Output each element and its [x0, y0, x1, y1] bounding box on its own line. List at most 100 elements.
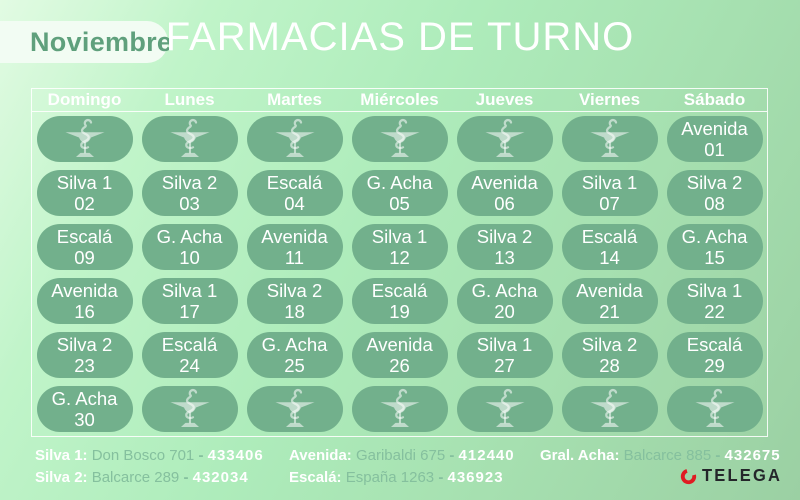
calendar-cell [242, 382, 347, 436]
hygieia-cup-icon [275, 388, 314, 427]
calendar-cell: Silva 1 27 [452, 328, 557, 382]
calendar-cell: Escalá 19 [347, 274, 452, 328]
pharmacy-label: Avenida: [289, 447, 352, 464]
calendar-cell: Silva 1 12 [347, 220, 452, 274]
pharmacy-name: Escalá [56, 226, 113, 247]
duty-pill: Silva 1 27 [456, 332, 553, 378]
empty-pill [141, 386, 238, 432]
duty-pill: Silva 2 03 [141, 170, 238, 216]
empty-pill [666, 386, 763, 432]
pharmacy-name: Silva 2 [686, 172, 743, 193]
day-number: 09 [74, 247, 95, 268]
day-header-row: Domingo Lunes Martes Miércoles Jueves Viernes… [32, 89, 767, 112]
hygieia-cup-icon [380, 118, 419, 157]
telega-icon [680, 469, 697, 485]
pharmacy-name: Avenida [366, 334, 433, 355]
duty-pill: G. Acha 05 [351, 170, 448, 216]
duty-pill: G. Acha 20 [456, 278, 553, 324]
day-number: 04 [284, 193, 305, 214]
empty-pill [351, 386, 448, 432]
day-header: Miércoles [360, 90, 439, 109]
calendar-cell: Silva 2 08 [662, 166, 767, 220]
calendar-cell: G. Acha 10 [137, 220, 242, 274]
duty-pill: Silva 1 17 [141, 278, 238, 324]
duty-pill: Silva 1 22 [666, 278, 763, 324]
pharmacy-name: Silva 1 [581, 172, 638, 193]
pharmacy-name: Escalá [161, 334, 218, 355]
empty-pill [246, 386, 343, 432]
pharmacy-name: Avenida [51, 280, 118, 301]
day-number: 19 [389, 301, 410, 322]
hygieia-cup-icon [695, 388, 734, 427]
calendar-weeks: Avenida 01 Silva 1 02 Silva 2 03 Escalá 04 G. Ac… [32, 112, 767, 436]
calendar-cell: Escalá 09 [32, 220, 137, 274]
empty-pill [351, 116, 448, 162]
duty-pill: Silva 2 28 [561, 332, 658, 378]
pharmacy-phone: 432034 [192, 469, 249, 486]
calendar-cell [347, 382, 452, 436]
pharmacy-name: Escalá [266, 172, 323, 193]
pharmacy-name: Silva 2 [266, 280, 323, 301]
pharmacy-name: Silva 1 [161, 280, 218, 301]
pharmacy-name: G. Acha [366, 172, 433, 193]
duty-pill: G. Acha 25 [246, 332, 343, 378]
pharmacy-address: España 1263 [345, 469, 435, 486]
pharmacy-address: Balcarce 289 [91, 469, 180, 486]
calendar-cell [347, 112, 452, 166]
separator-dash: - [198, 447, 204, 464]
day-header: Viernes [578, 90, 641, 109]
day-number: 18 [284, 301, 305, 322]
pharmacy-name: G. Acha [261, 334, 328, 355]
pharmacy-name: Silva 2 [581, 334, 638, 355]
pharmacy-name: Silva 2 [476, 226, 533, 247]
pharmacy-name: Silva 1 [686, 280, 743, 301]
day-number: 05 [389, 193, 410, 214]
pharmacy-name: Silva 2 [161, 172, 218, 193]
duty-pill: Avenida 21 [561, 278, 658, 324]
calendar-cell: G. Acha 05 [347, 166, 452, 220]
calendar-cell [137, 382, 242, 436]
directory-entry: Escalá: España 1263 - 436923 [289, 469, 504, 486]
day-number: 27 [494, 355, 515, 376]
calendar-cell: Silva 2 03 [137, 166, 242, 220]
empty-pill [141, 116, 238, 162]
month-label: Noviembre [30, 26, 173, 57]
day-number: 14 [599, 247, 620, 268]
calendar-cell: Silva 2 28 [557, 328, 662, 382]
month-badge: Noviembre [0, 21, 172, 63]
calendar-grid: Domingo Lunes Martes Miércoles Jueves Viernes… [31, 88, 768, 437]
empty-pill [246, 116, 343, 162]
separator-dash: - [438, 469, 444, 486]
day-number: 20 [494, 301, 515, 322]
hygieia-cup-icon [170, 388, 209, 427]
calendar-cell: Silva 2 18 [242, 274, 347, 328]
calendar-cell [137, 112, 242, 166]
calendar-cell: G. Acha 25 [242, 328, 347, 382]
day-header: Martes [267, 90, 322, 109]
calendar-cell: Silva 1 07 [557, 166, 662, 220]
pharmacy-name: Escalá [581, 226, 638, 247]
calendar-cell: Avenida 26 [347, 328, 452, 382]
day-number: 28 [599, 355, 620, 376]
day-header: Sábado [683, 90, 746, 109]
calendar-cell [242, 112, 347, 166]
pharmacy-name: Avenida [471, 172, 538, 193]
calendar-cell: Avenida 01 [662, 112, 767, 166]
duty-pill: G. Acha 15 [666, 224, 763, 270]
day-number: 13 [494, 247, 515, 268]
pharmacy-label: Silva 1: [35, 447, 88, 464]
pharmacy-name: G. Acha [471, 280, 538, 301]
empty-pill [561, 386, 658, 432]
day-header: Domingo [47, 90, 122, 109]
day-number: 06 [494, 193, 515, 214]
hygieia-cup-icon [380, 388, 419, 427]
empty-pill [456, 116, 553, 162]
duty-pill: Avenida 01 [666, 116, 763, 162]
calendar-cell: Avenida 21 [557, 274, 662, 328]
calendar-cell: Silva 2 13 [452, 220, 557, 274]
calendar-cell [557, 382, 662, 436]
calendar-cell [662, 382, 767, 436]
hygieia-cup-icon [485, 118, 524, 157]
calendar-cell: G. Acha 20 [452, 274, 557, 328]
